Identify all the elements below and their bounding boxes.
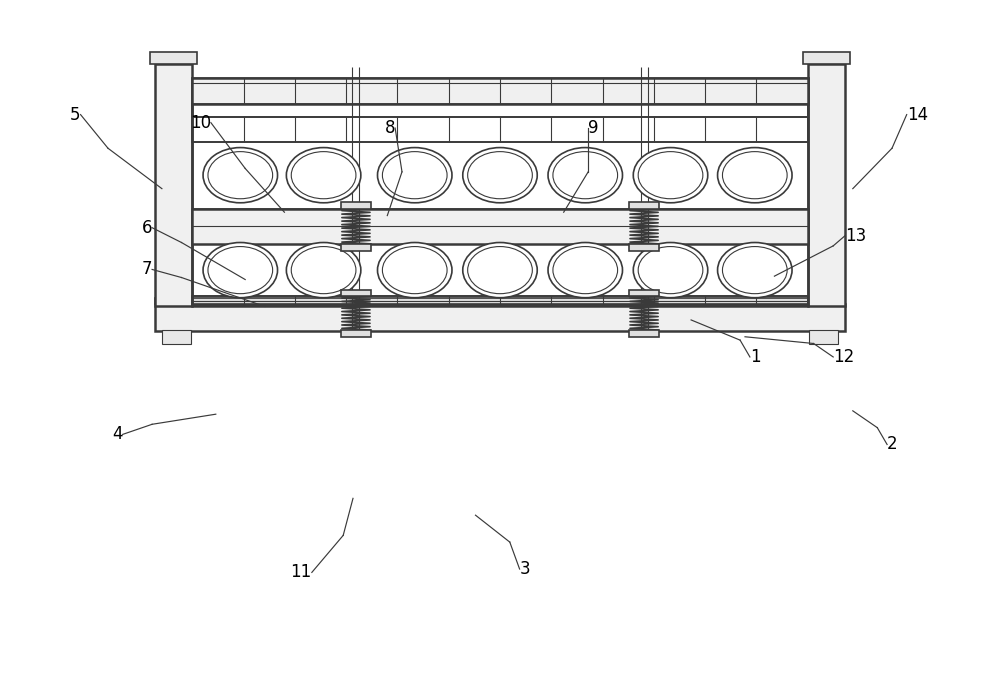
Bar: [192, 78, 808, 104]
Ellipse shape: [377, 148, 452, 203]
Bar: [809, 330, 838, 344]
Bar: [192, 117, 808, 142]
Bar: [629, 330, 659, 337]
Ellipse shape: [377, 243, 452, 297]
Bar: [629, 244, 659, 251]
Text: 14: 14: [907, 106, 928, 124]
Ellipse shape: [463, 243, 537, 297]
Bar: [803, 52, 850, 64]
Text: 12: 12: [833, 348, 854, 366]
Bar: [155, 64, 192, 306]
Ellipse shape: [286, 148, 361, 203]
Bar: [192, 78, 808, 306]
Ellipse shape: [203, 148, 278, 203]
Bar: [341, 290, 371, 296]
Bar: [341, 244, 371, 251]
Text: 9: 9: [588, 119, 599, 137]
Text: 11: 11: [291, 563, 312, 581]
Bar: [192, 209, 808, 244]
Ellipse shape: [463, 148, 537, 203]
Bar: [155, 297, 845, 304]
Bar: [192, 104, 808, 117]
Bar: [629, 202, 659, 209]
Bar: [808, 64, 845, 306]
Bar: [162, 330, 191, 344]
Text: 10: 10: [190, 113, 211, 132]
Text: 4: 4: [112, 425, 123, 443]
Ellipse shape: [548, 148, 622, 203]
Ellipse shape: [718, 148, 792, 203]
Text: 8: 8: [385, 119, 395, 137]
Ellipse shape: [633, 243, 708, 297]
Ellipse shape: [203, 243, 278, 297]
Text: 7: 7: [142, 260, 152, 278]
Ellipse shape: [633, 148, 708, 203]
Bar: [341, 202, 371, 209]
Text: 2: 2: [887, 436, 898, 453]
Bar: [155, 304, 845, 331]
Bar: [192, 296, 808, 306]
Text: 13: 13: [845, 227, 866, 245]
Text: 1: 1: [750, 348, 761, 366]
Bar: [150, 52, 197, 64]
Bar: [341, 330, 371, 337]
Bar: [629, 290, 659, 296]
Text: 3: 3: [520, 560, 530, 578]
Ellipse shape: [548, 243, 622, 297]
Text: 6: 6: [142, 218, 152, 237]
Ellipse shape: [286, 243, 361, 297]
Text: 5: 5: [70, 106, 81, 124]
Ellipse shape: [718, 243, 792, 297]
